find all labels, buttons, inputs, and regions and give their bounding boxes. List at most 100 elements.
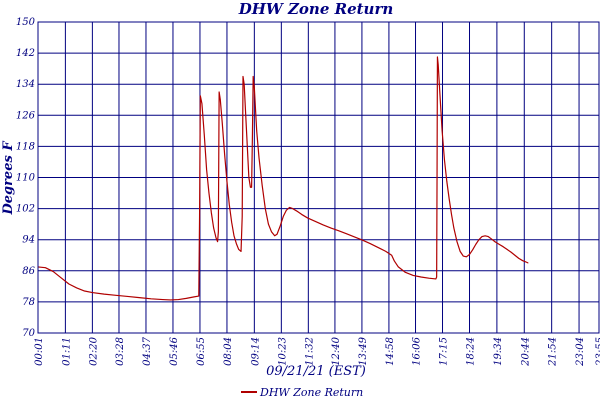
data-point	[226, 181, 228, 182]
legend-label: DHW Zone Return	[259, 386, 363, 399]
data-point	[233, 235, 235, 237]
data-point	[469, 254, 470, 255]
data-point	[229, 204, 230, 206]
data-point	[514, 254, 516, 256]
y-tick-label: 102	[16, 204, 35, 215]
data-point	[362, 239, 363, 241]
data-point	[241, 216, 243, 217]
data-point	[446, 181, 448, 182]
data-point	[274, 235, 275, 237]
y-axis-ticks: 70 78 86 94 102 110 118 126 134 142 150	[16, 17, 36, 339]
data-point	[236, 243, 237, 244]
data-point	[45, 267, 46, 268]
y-tick-label: 110	[16, 173, 36, 184]
data-point	[405, 272, 406, 273]
data-point	[481, 236, 483, 237]
x-tick-label: 09:14	[250, 337, 261, 366]
data-point	[385, 251, 387, 252]
data-point	[240, 251, 242, 252]
data-point	[484, 235, 486, 237]
data-point	[398, 266, 399, 268]
data-point	[453, 227, 455, 229]
data-point	[506, 249, 508, 250]
x-tick-label: 23:04	[575, 337, 586, 367]
x-tick-label: 11:32	[304, 337, 315, 366]
data-point	[282, 216, 284, 217]
data-point	[250, 186, 251, 188]
data-point	[245, 115, 247, 116]
data-point	[115, 294, 117, 296]
x-tick-label: 06:55	[196, 337, 207, 366]
data-point	[200, 95, 201, 97]
data-point	[224, 153, 225, 155]
data-point	[162, 299, 164, 300]
data-point	[420, 276, 422, 278]
x-tick-label: 08:04	[223, 337, 234, 366]
x-tick-label: 21:54	[548, 337, 559, 367]
data-point	[251, 186, 252, 188]
y-tick-label: 70	[22, 328, 35, 339]
data-point	[498, 244, 500, 245]
y-tick-label: 126	[16, 110, 36, 121]
data-point	[487, 236, 489, 237]
data-point	[459, 251, 461, 252]
data-point	[231, 221, 232, 223]
data-point	[264, 208, 266, 209]
data-point	[213, 227, 214, 229]
data-point	[150, 298, 152, 300]
data-point	[502, 246, 504, 247]
data-point	[201, 103, 203, 104]
x-tick-label: 14:58	[385, 337, 396, 366]
data-point	[258, 157, 260, 159]
x-tick-label: 00:01	[34, 337, 45, 366]
data-point	[218, 91, 220, 93]
x-tick-label: 20:44	[520, 337, 531, 367]
y-tick-label: 78	[22, 297, 35, 308]
data-point	[221, 122, 223, 124]
data-point	[472, 249, 473, 251]
y-tick-label: 142	[16, 48, 35, 59]
data-point	[518, 258, 520, 259]
data-point	[322, 224, 324, 226]
data-point	[271, 231, 272, 233]
series-0	[37, 56, 529, 301]
data-point	[456, 241, 458, 242]
x-tick-label: 03:28	[115, 337, 126, 366]
data-point	[346, 233, 347, 235]
y-tick-label: 94	[22, 235, 35, 246]
y-tick-label: 134	[16, 79, 35, 90]
data-point	[92, 292, 93, 293]
x-tick-label: 16:06	[412, 336, 423, 365]
data-point	[76, 287, 78, 289]
data-point	[217, 241, 218, 242]
data-point	[444, 159, 445, 161]
data-point	[170, 299, 171, 301]
data-point	[246, 146, 248, 147]
chart-title: DHW Zone Return	[238, 0, 394, 18]
data-point	[252, 138, 253, 139]
data-point	[199, 216, 200, 217]
data-point	[369, 243, 371, 244]
data-point	[185, 298, 187, 299]
data-point	[330, 227, 332, 229]
data-point	[52, 271, 54, 272]
data-point	[428, 277, 430, 279]
y-tick-label: 86	[22, 266, 35, 277]
data-point	[526, 261, 527, 263]
data-point	[307, 217, 308, 219]
x-tick-label: 01:11	[61, 337, 72, 366]
data-point	[377, 247, 379, 248]
data-point	[451, 214, 452, 215]
x-axis-label: 09/21/21 (EST)	[266, 364, 366, 379]
data-point	[510, 251, 512, 253]
x-tick-label: 18:24	[466, 337, 477, 366]
data-point	[301, 214, 302, 215]
data-point	[338, 230, 340, 232]
data-point	[127, 296, 128, 297]
data-point	[441, 130, 443, 132]
plot-border	[37, 21, 600, 334]
data-point	[436, 276, 437, 278]
x-tick-label: 02:20	[88, 336, 99, 365]
data-point	[354, 236, 355, 238]
data-point	[315, 221, 316, 222]
